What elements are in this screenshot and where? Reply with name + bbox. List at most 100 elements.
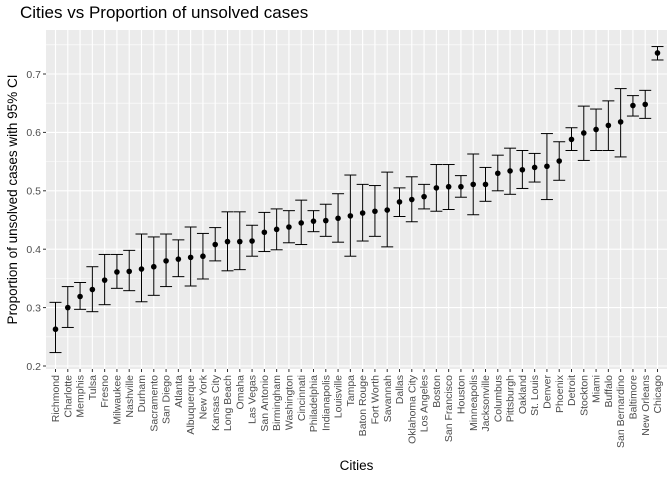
data-point — [408, 196, 415, 203]
x-tick-label: Pittsburgh — [505, 375, 517, 422]
data-point-group — [246, 224, 259, 257]
x-tick-label: Oakland — [517, 375, 529, 414]
x-tick-label: Houston — [456, 375, 468, 414]
data-point — [175, 256, 182, 262]
data-point-group — [442, 164, 455, 210]
y-tick-label: 0.3 — [26, 302, 41, 314]
x-tick-label: Milwaukee — [112, 375, 124, 425]
x-tick-label: St. Louis — [529, 375, 541, 416]
y-tick-label: 0.7 — [26, 69, 41, 81]
data-point-group — [123, 249, 136, 292]
data-point — [544, 163, 550, 170]
x-tick-label: Los Angeles — [419, 375, 431, 432]
data-point — [642, 101, 649, 108]
data-point-group — [86, 266, 99, 313]
x-tick-label: Albuquerque — [185, 375, 197, 435]
x-tick-label: Tulsa — [87, 375, 99, 400]
x-tick-label: New York — [198, 374, 210, 419]
data-point-group — [295, 199, 308, 246]
x-axis-title: Cities — [340, 458, 374, 473]
data-point-group — [282, 210, 295, 244]
data-point-group — [626, 95, 639, 117]
data-point-group — [651, 46, 664, 61]
data-point-group — [430, 164, 443, 212]
data-point-group — [614, 88, 627, 158]
x-tick-label: Memphis — [75, 375, 87, 418]
data-point — [580, 130, 587, 136]
data-point — [617, 119, 624, 125]
data-point-group — [368, 185, 381, 237]
data-point-group — [307, 210, 320, 233]
data-point-group — [565, 127, 578, 152]
x-tick-label: Denver — [542, 375, 554, 409]
y-axis-title: Proportion of unsolved cases with 95% CI — [5, 75, 20, 325]
x-tick-label: Philadelphia — [308, 375, 320, 432]
x-tick-label: Washington — [284, 375, 296, 430]
data-point — [494, 170, 501, 177]
x-tick-label: Atlanta — [173, 375, 185, 408]
x-tick-label: Sacramento — [148, 375, 160, 432]
data-point — [384, 207, 391, 213]
data-point-group — [74, 281, 87, 310]
plot-panel — [46, 30, 667, 369]
data-point — [273, 226, 280, 233]
x-tick-label: Tampa — [345, 375, 357, 407]
data-point-group — [147, 236, 160, 296]
data-point — [421, 193, 427, 200]
data-point — [77, 293, 83, 300]
data-point — [64, 304, 71, 311]
grid-lines — [46, 30, 667, 369]
x-tick-label: Indianapolis — [320, 375, 332, 431]
x-tick-label: Richmond — [50, 375, 62, 422]
data-point-group — [381, 171, 394, 248]
x-tick-label: Durham — [136, 375, 148, 413]
data-point — [507, 168, 513, 174]
data-point-group — [516, 150, 529, 189]
data-point — [322, 217, 329, 224]
data-point-group — [209, 227, 222, 262]
data-point — [114, 269, 120, 275]
data-point-group — [344, 174, 357, 257]
axes: 0.2 0.3 0.4 0.5 0.6 0.7 Richmond Charlotte Memph… — [26, 69, 664, 448]
data-point-group — [454, 175, 467, 198]
data-point — [200, 253, 206, 260]
data-point — [605, 122, 612, 129]
y-tick-label: 0.4 — [26, 244, 41, 256]
x-tick-label: Fresno — [99, 375, 111, 408]
data-point-group — [393, 187, 406, 217]
data-point — [531, 164, 538, 171]
data-point — [187, 254, 194, 261]
data-point — [458, 183, 464, 190]
data-point-group — [639, 89, 652, 119]
x-tick-label: San Bernardino — [615, 375, 627, 448]
data-series — [49, 46, 664, 354]
data-point-group — [196, 232, 209, 280]
data-point — [347, 213, 354, 219]
data-point-group — [49, 301, 62, 354]
data-point — [396, 199, 403, 205]
x-tick-label: Charlotte — [62, 375, 74, 418]
x-tick-label: Baltimore — [628, 375, 640, 420]
data-point-group — [467, 153, 480, 216]
data-point — [126, 268, 133, 275]
x-tick-label: Phoenix — [554, 374, 566, 413]
data-point — [236, 238, 243, 245]
data-point-group — [504, 147, 517, 195]
data-point — [470, 181, 477, 188]
y-tick-label: 0.5 — [26, 186, 41, 198]
data-point — [359, 210, 366, 216]
chart-title: Cities vs Proportion of unsolved cases — [20, 3, 309, 22]
data-point — [433, 185, 440, 191]
data-point — [372, 208, 378, 215]
x-tick-label: Buffalo — [603, 375, 615, 408]
data-point-group — [491, 154, 504, 192]
data-point — [445, 183, 452, 190]
data-point — [101, 277, 108, 283]
data-point-group — [553, 141, 566, 181]
x-tick-label: San Francisco — [443, 375, 455, 442]
data-point-group — [405, 176, 418, 223]
data-point — [298, 220, 305, 226]
data-point — [654, 50, 661, 56]
